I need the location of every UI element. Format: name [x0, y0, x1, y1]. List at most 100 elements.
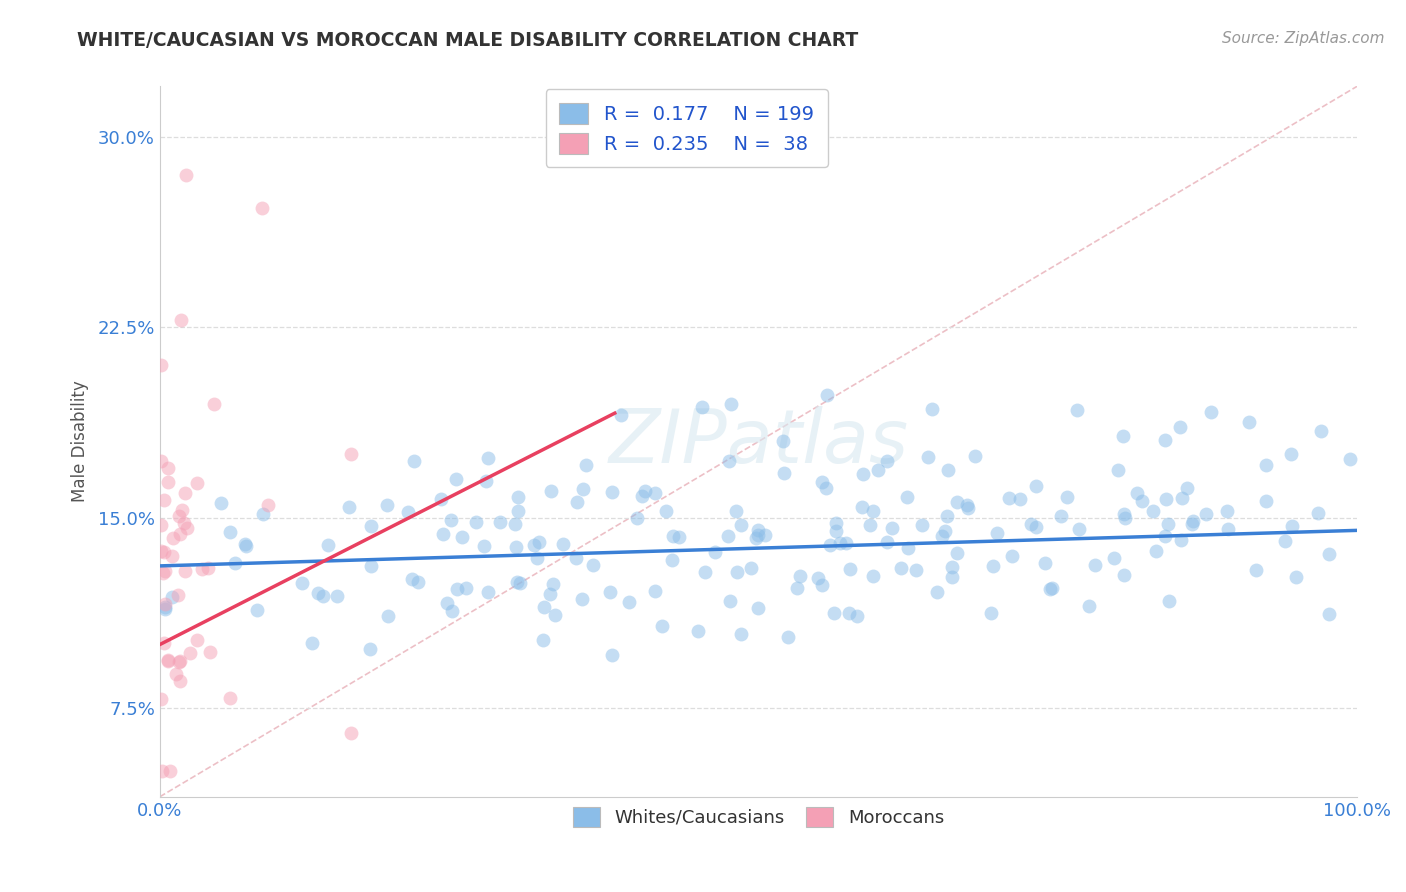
Point [1104, 550, 1126, 565]
Point [946, 547, 969, 561]
Point [655, 504, 678, 518]
Point [896, 490, 918, 504]
Point [599, 584, 621, 599]
Point [198, 644, 221, 658]
Point [152, 636, 174, 650]
Point [167, 655, 190, 669]
Point [690, 400, 713, 414]
Point [246, 602, 269, 616]
Point [441, 604, 464, 618]
Point [807, 571, 830, 585]
Point [931, 528, 953, 542]
Point [406, 574, 429, 589]
Point [859, 517, 882, 532]
Point [162, 591, 184, 605]
Point [668, 530, 690, 544]
Point [157, 460, 180, 475]
Point [811, 578, 834, 592]
Point [651, 619, 673, 633]
Point [1195, 508, 1218, 522]
Text: ZIPatlas: ZIPatlas [609, 406, 908, 477]
Point [544, 608, 567, 623]
Point [1309, 425, 1331, 439]
Point [824, 516, 846, 531]
Point [935, 508, 957, 523]
Point [150, 359, 173, 373]
Point [454, 581, 477, 595]
Point [218, 525, 240, 540]
Point [1024, 520, 1046, 534]
Point [814, 481, 837, 495]
Point [505, 540, 527, 554]
Point [582, 558, 605, 573]
Point [956, 500, 979, 515]
Point [153, 545, 176, 559]
Point [811, 475, 834, 490]
Point [571, 482, 593, 496]
Point [150, 517, 173, 532]
Point [634, 484, 657, 499]
Point [754, 528, 776, 542]
Point [541, 577, 564, 591]
Point [1008, 492, 1031, 507]
Point [1126, 485, 1149, 500]
Point [839, 561, 862, 575]
Point [152, 566, 174, 580]
Point [153, 602, 176, 616]
Point [1199, 405, 1222, 419]
Point [446, 471, 468, 485]
Point [815, 388, 838, 402]
Point [396, 505, 419, 519]
Point [150, 454, 173, 468]
Point [1216, 522, 1239, 536]
Point [786, 582, 808, 596]
Point [152, 493, 174, 508]
Point [905, 563, 928, 577]
Point [868, 463, 890, 477]
Point [745, 531, 768, 545]
Point [838, 606, 860, 620]
Point [360, 518, 382, 533]
Point [617, 594, 640, 608]
Point [436, 596, 458, 610]
Point [1039, 582, 1062, 597]
Point [927, 585, 949, 599]
Point [789, 568, 811, 582]
Point [526, 550, 548, 565]
Point [1175, 481, 1198, 495]
Point [169, 527, 191, 541]
Point [179, 646, 201, 660]
Point [477, 450, 499, 465]
Point [337, 500, 360, 515]
Point [610, 408, 633, 422]
Point [1281, 519, 1303, 533]
Text: Source: ZipAtlas.com: Source: ZipAtlas.com [1222, 31, 1385, 46]
Point [150, 764, 173, 779]
Point [174, 564, 197, 578]
Point [1142, 504, 1164, 518]
Point [307, 586, 329, 600]
Point [401, 572, 423, 586]
Point [1308, 506, 1330, 520]
Point [529, 534, 551, 549]
Point [1159, 594, 1181, 608]
Point [644, 583, 666, 598]
Point [720, 397, 742, 411]
Point [508, 504, 530, 518]
Point [326, 590, 349, 604]
Point [540, 484, 562, 499]
Point [360, 558, 382, 573]
Point [862, 569, 884, 583]
Point [162, 531, 184, 545]
Point [1130, 494, 1153, 508]
Point [730, 518, 752, 533]
Point [1274, 534, 1296, 549]
Point [772, 434, 794, 449]
Point [1084, 558, 1107, 572]
Point [174, 168, 197, 182]
Point [477, 585, 499, 599]
Point [876, 454, 898, 468]
Point [1019, 516, 1042, 531]
Point [941, 570, 963, 584]
Point [375, 498, 398, 512]
